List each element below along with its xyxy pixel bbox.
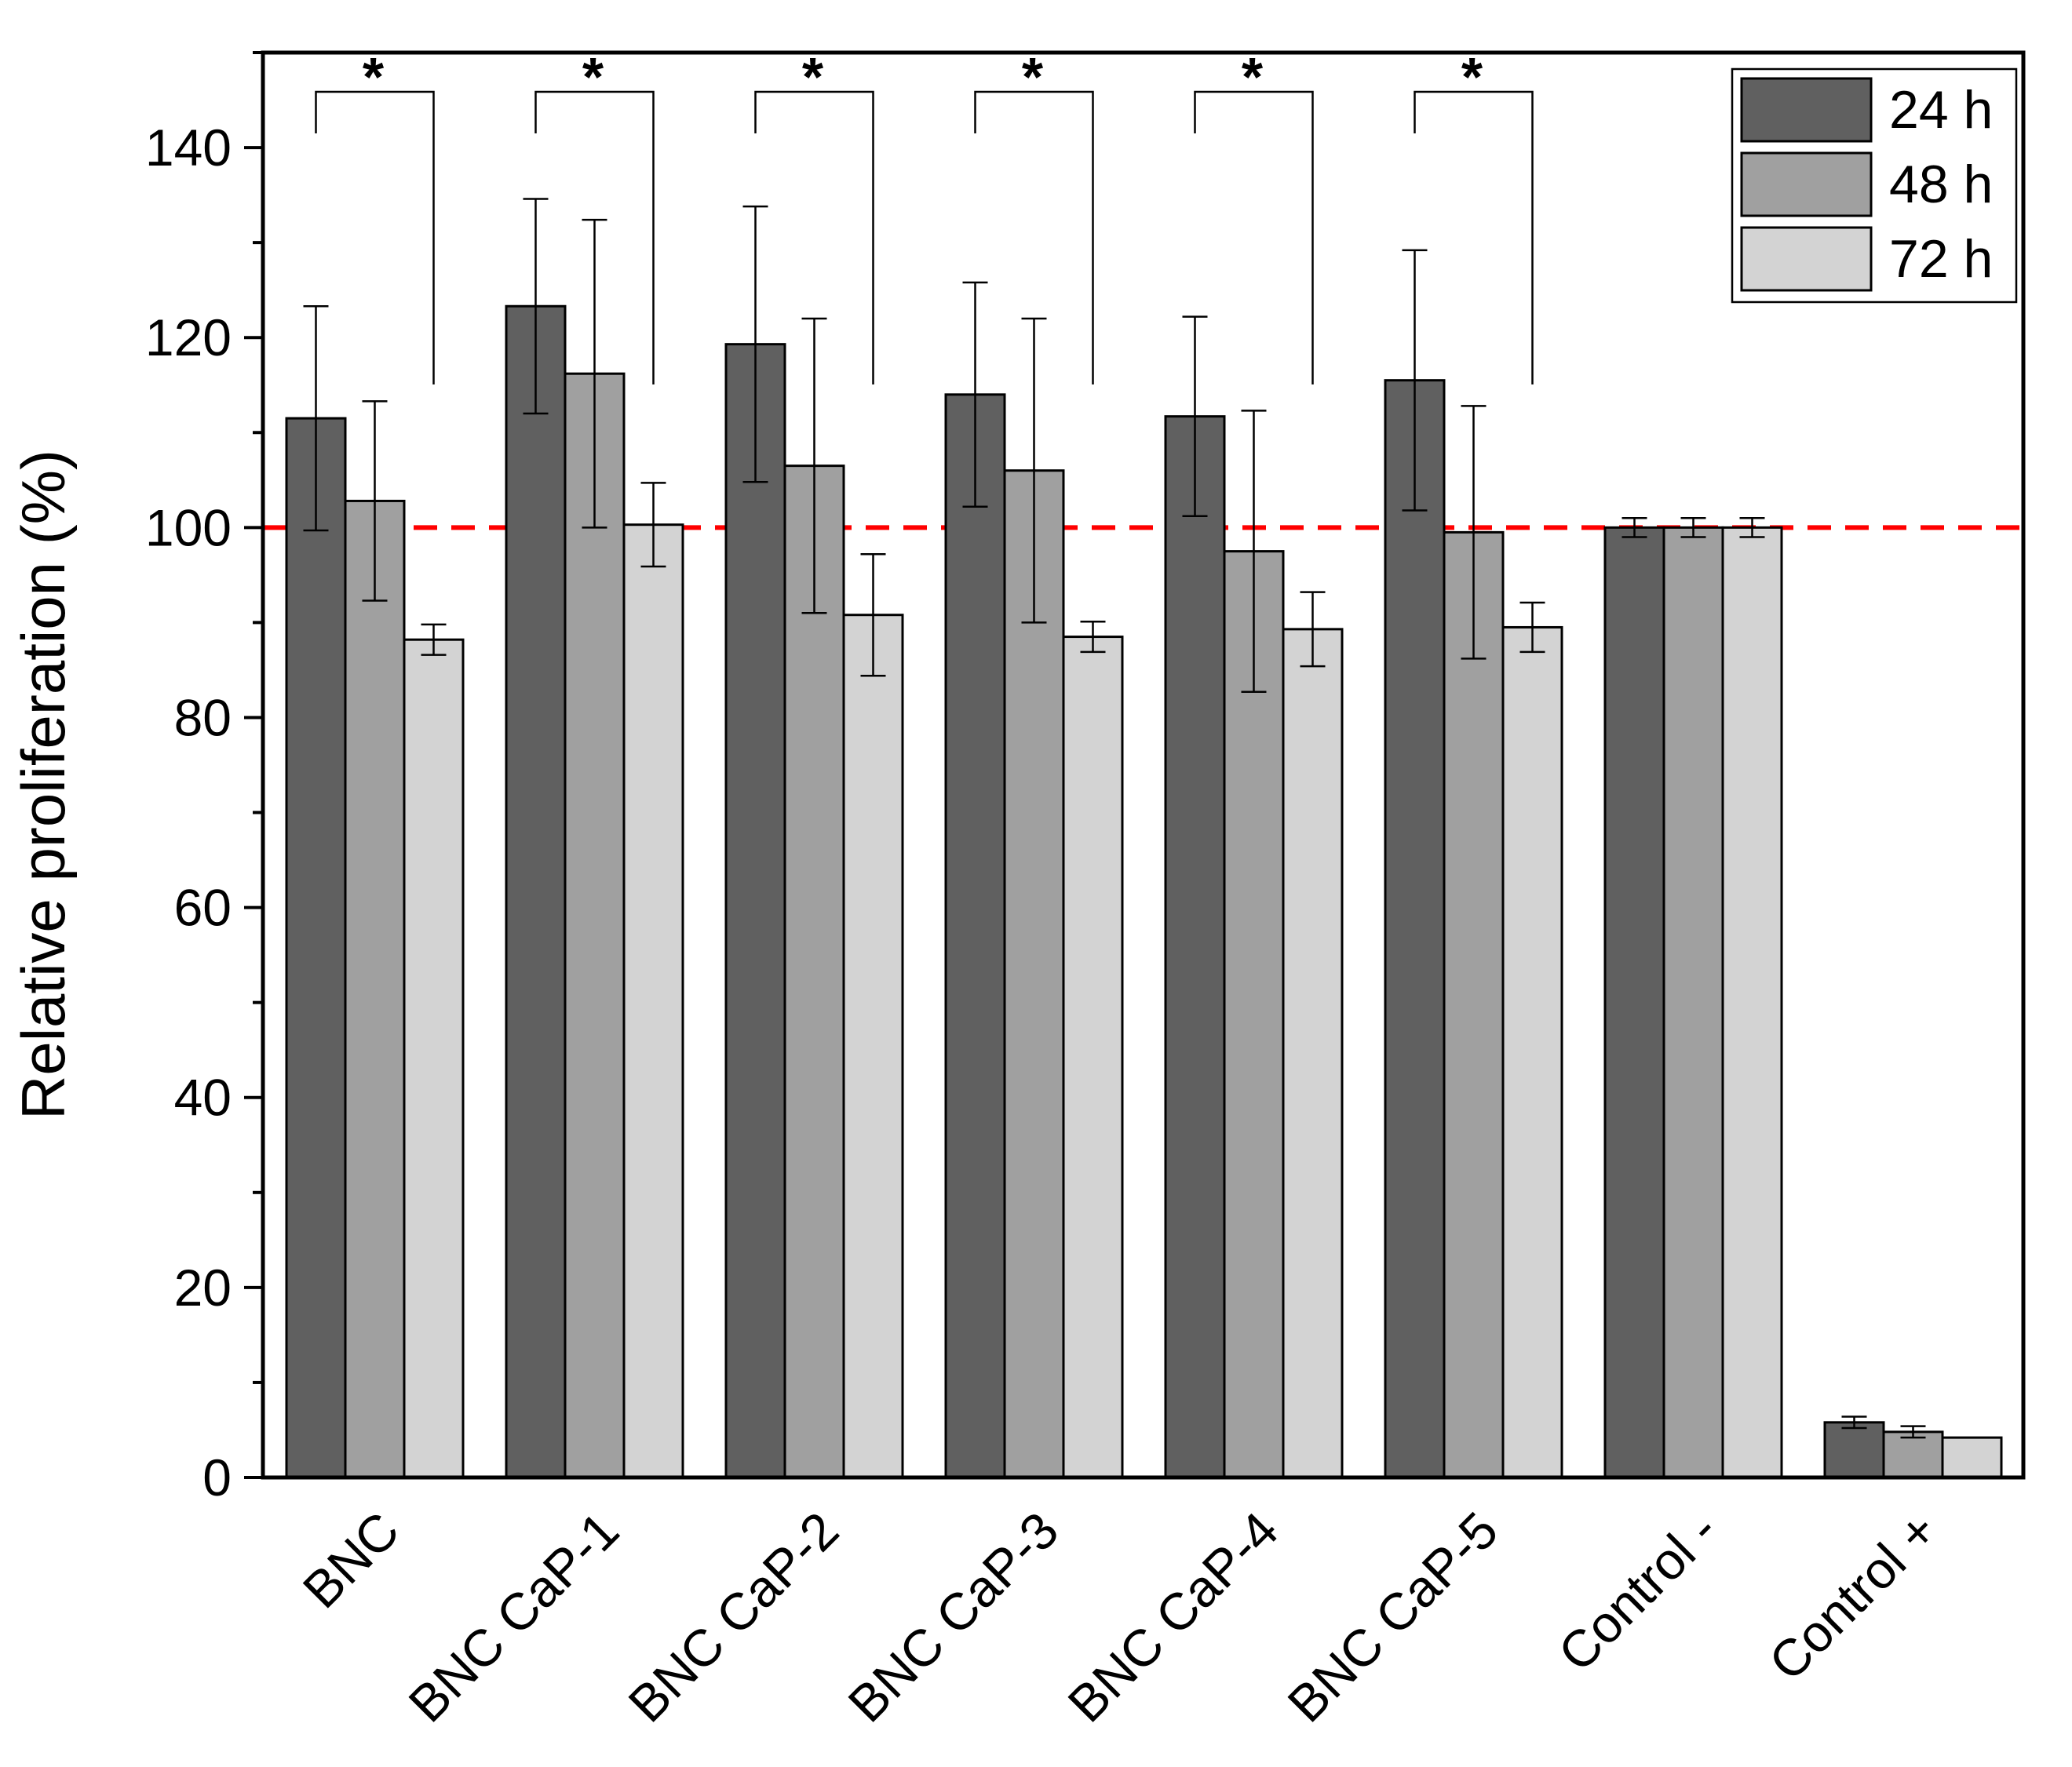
bar-72h-1	[622, 523, 684, 1479]
y-tick-label: 0	[202, 1448, 232, 1507]
bar-24h-7	[1823, 1421, 1885, 1479]
significance-marker: *	[363, 46, 385, 107]
significance-bracket	[754, 90, 874, 384]
significance-bracket	[1414, 90, 1534, 384]
bar-24h-2	[724, 343, 786, 1479]
bar-72h-3	[1062, 636, 1124, 1479]
legend-swatch	[1740, 151, 1873, 217]
bar-48h-5	[1443, 530, 1505, 1479]
legend-swatch	[1740, 77, 1873, 143]
x-category-label: BNC CaP-5	[1276, 1501, 1508, 1733]
bar-48h-2	[783, 465, 845, 1479]
bar-48h-1	[564, 372, 626, 1479]
significance-marker: *	[1022, 46, 1044, 107]
bar-48h-0	[344, 499, 406, 1479]
legend-label: 24 h	[1889, 80, 1993, 140]
y-tick-label: 60	[174, 879, 232, 937]
bar-72h-4	[1282, 628, 1344, 1479]
bar-24h-5	[1384, 379, 1446, 1479]
y-axis-title: Relative proliferation (%)	[9, 450, 78, 1120]
bar-48h-7	[1882, 1430, 1944, 1479]
bar-24h-1	[505, 304, 567, 1479]
x-category-label: BNC CaP-3	[837, 1501, 1069, 1733]
bar-72h-5	[1501, 625, 1563, 1479]
y-tick-label: 20	[174, 1259, 232, 1317]
bar-72h-7	[1941, 1436, 2003, 1479]
y-tick-label: 40	[174, 1069, 232, 1127]
bar-72h-2	[842, 614, 904, 1479]
significance-bracket	[974, 90, 1094, 384]
bar-48h-6	[1662, 526, 1724, 1479]
significance-marker: *	[802, 46, 824, 107]
bar-24h-0	[285, 417, 347, 1479]
bar-24h-4	[1164, 415, 1226, 1479]
y-tick-label: 80	[174, 688, 232, 746]
bar-24h-6	[1603, 526, 1665, 1479]
significance-marker: *	[582, 46, 604, 107]
x-category-label: BNC CaP-4	[1056, 1501, 1289, 1733]
significance-marker: *	[1461, 46, 1483, 107]
legend-label: 48 h	[1889, 155, 1993, 214]
significance-marker: *	[1242, 46, 1264, 107]
bar-72h-0	[403, 638, 465, 1479]
bar-72h-6	[1721, 526, 1783, 1479]
significance-bracket	[1194, 90, 1314, 384]
y-tick-label: 140	[145, 118, 232, 177]
x-category-label: BNC CaP-2	[617, 1501, 849, 1733]
significance-bracket	[315, 90, 435, 384]
x-category-label: BNC	[292, 1501, 410, 1619]
bar-48h-4	[1223, 550, 1285, 1479]
y-tick-label: 120	[145, 308, 232, 366]
legend-swatch	[1740, 226, 1873, 292]
x-category-label: Control -	[1547, 1501, 1728, 1682]
x-category-label: Control +	[1757, 1501, 1948, 1692]
plot-frame	[261, 50, 2026, 1480]
bar-24h-3	[944, 393, 1006, 1479]
y-tick-label: 100	[145, 498, 232, 556]
x-category-label: BNC CaP-1	[397, 1501, 629, 1733]
legend-label: 72 h	[1889, 229, 1993, 289]
significance-bracket	[534, 90, 655, 384]
